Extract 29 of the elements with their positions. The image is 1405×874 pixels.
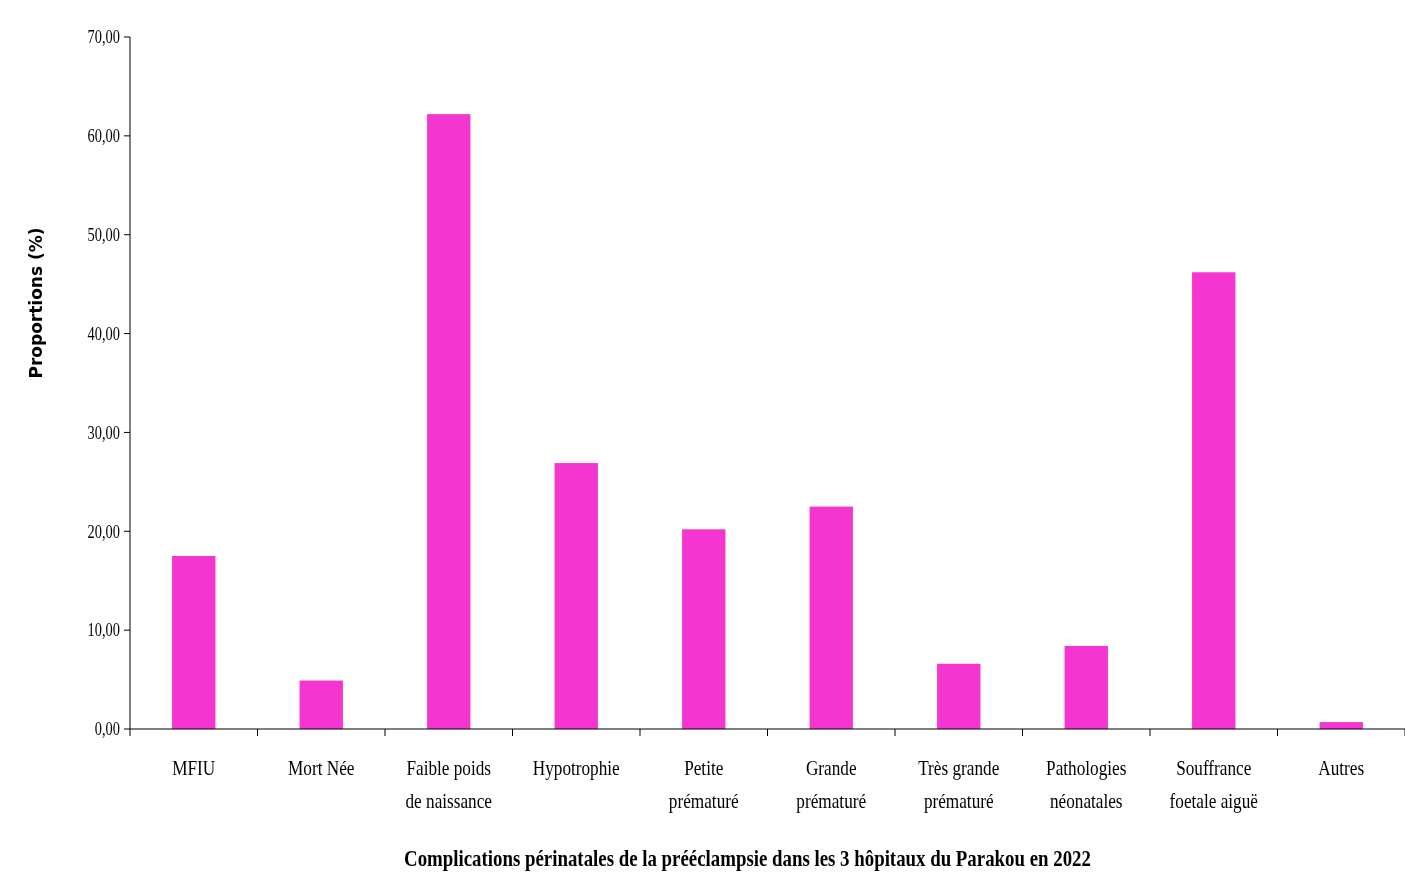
- bar: [427, 114, 471, 729]
- y-tick-label: 50,00: [87, 224, 120, 246]
- bar: [299, 680, 343, 729]
- x-tick-label: MFIU: [172, 756, 216, 780]
- x-tick-label: Grande prématuré: [796, 756, 867, 813]
- y-tick-label: 70,00: [87, 26, 120, 48]
- bar: [1192, 272, 1236, 729]
- x-tick-label: Faible poids de naissance: [405, 756, 492, 813]
- y-tick-label: 20,00: [87, 521, 120, 542]
- x-tick-label: Petite prématuré: [668, 756, 739, 813]
- x-tick-label: Autres: [1318, 756, 1365, 780]
- x-tick-label: Très grande prématuré: [918, 756, 1000, 813]
- bar: [554, 463, 598, 729]
- y-tick-label: 10,00: [87, 619, 120, 641]
- bar: [1064, 645, 1108, 729]
- y-tick-label: 60,00: [87, 125, 120, 147]
- x-tick-label: Hypotrophie: [532, 756, 620, 780]
- y-tick-label: 40,00: [87, 323, 120, 345]
- bar: [172, 556, 216, 729]
- x-tick-label: Souffrance foetale aiguë: [1169, 756, 1258, 813]
- bar: [937, 663, 981, 729]
- y-tick-label: 0,00: [94, 718, 120, 740]
- x-tick-label: Pathologies néonatales: [1046, 756, 1127, 813]
- x-axis-title: Complications périnatales de la prééclampsie dans les 3 hôpitaux du Parakou en 2022: [404, 845, 1091, 872]
- bar: [809, 506, 853, 729]
- y-tick-label: 30,00: [87, 422, 120, 444]
- bar: [682, 529, 726, 729]
- y-axis-title: Proportions (%): [26, 227, 46, 379]
- x-tick-label: Mort Née: [288, 756, 355, 780]
